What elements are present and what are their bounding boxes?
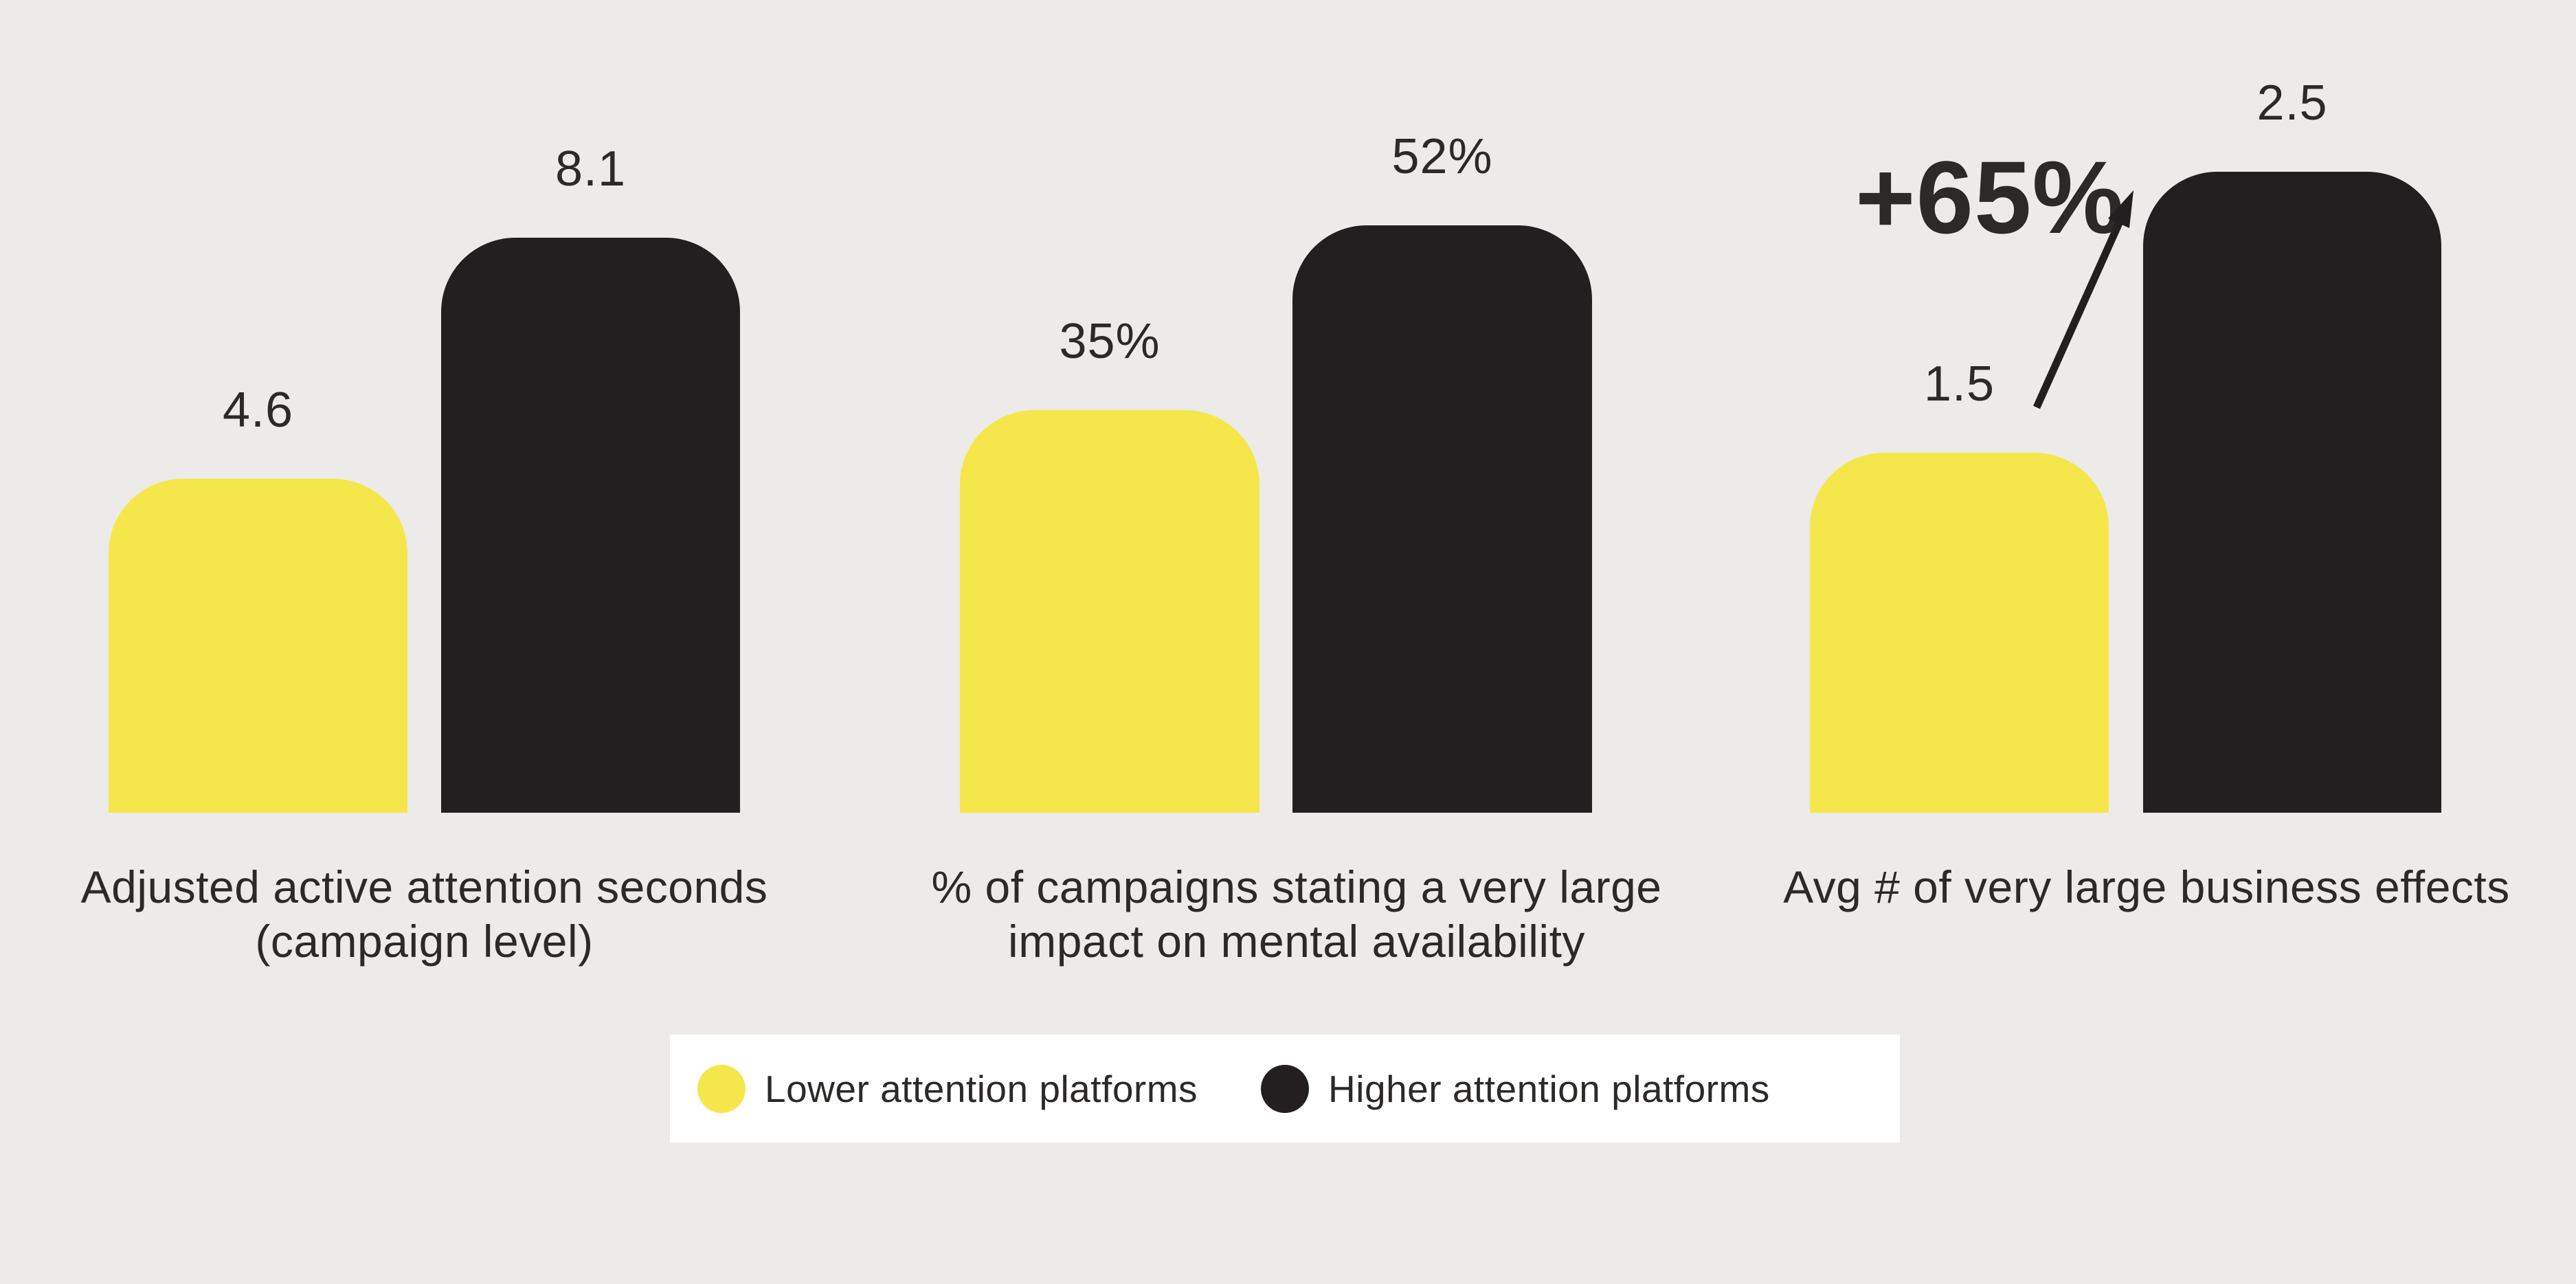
bar-lower-business-effects (1810, 453, 2109, 813)
higher-attention-swatch-icon (1261, 1064, 1310, 1113)
category-label-business-effects: Avg # of very large business effects (1769, 860, 2524, 914)
percent-increase-annotation: +65% (1855, 139, 2125, 255)
value-label-lower-mental-availability: 35% (1059, 314, 1161, 369)
legend: Lower attention platforms Higher attenti… (670, 1035, 1900, 1142)
bar-higher-attention-seconds (441, 238, 740, 813)
category-label-line: Avg # of very large business effects (1783, 861, 2510, 912)
legend-label-lower-attention: Lower attention platforms (765, 1067, 1198, 1110)
legend-label-higher-attention: Higher attention platforms (1328, 1067, 1770, 1110)
value-label-higher-mental-availability: 52% (1391, 129, 1493, 184)
increase-arrow-icon (2032, 190, 2133, 409)
category-label-line: % of campaigns stating a very large (931, 861, 1662, 912)
bar-lower-attention-seconds (109, 479, 407, 813)
value-label-lower-business-effects: 1.5 (1923, 357, 1995, 412)
category-label-line: Adjusted active attention seconds (80, 861, 768, 912)
category-label-mental-availability: % of campaigns stating a very large impa… (919, 860, 1675, 969)
bar-higher-business-effects (2143, 172, 2441, 813)
category-label-line: impact on mental availability (1008, 916, 1585, 967)
value-label-higher-business-effects: 2.5 (2256, 76, 2328, 131)
value-label-higher-attention-seconds: 8.1 (555, 142, 627, 196)
bar-higher-mental-availability (1292, 225, 1592, 813)
value-label-lower-attention-seconds: 4.6 (222, 383, 294, 438)
category-label-line: (campaign level) (255, 916, 594, 967)
category-label-attention-seconds: Adjusted active attention seconds (campa… (67, 860, 781, 969)
lower-attention-swatch-icon (697, 1064, 746, 1113)
bar-lower-mental-availability (960, 410, 1259, 813)
